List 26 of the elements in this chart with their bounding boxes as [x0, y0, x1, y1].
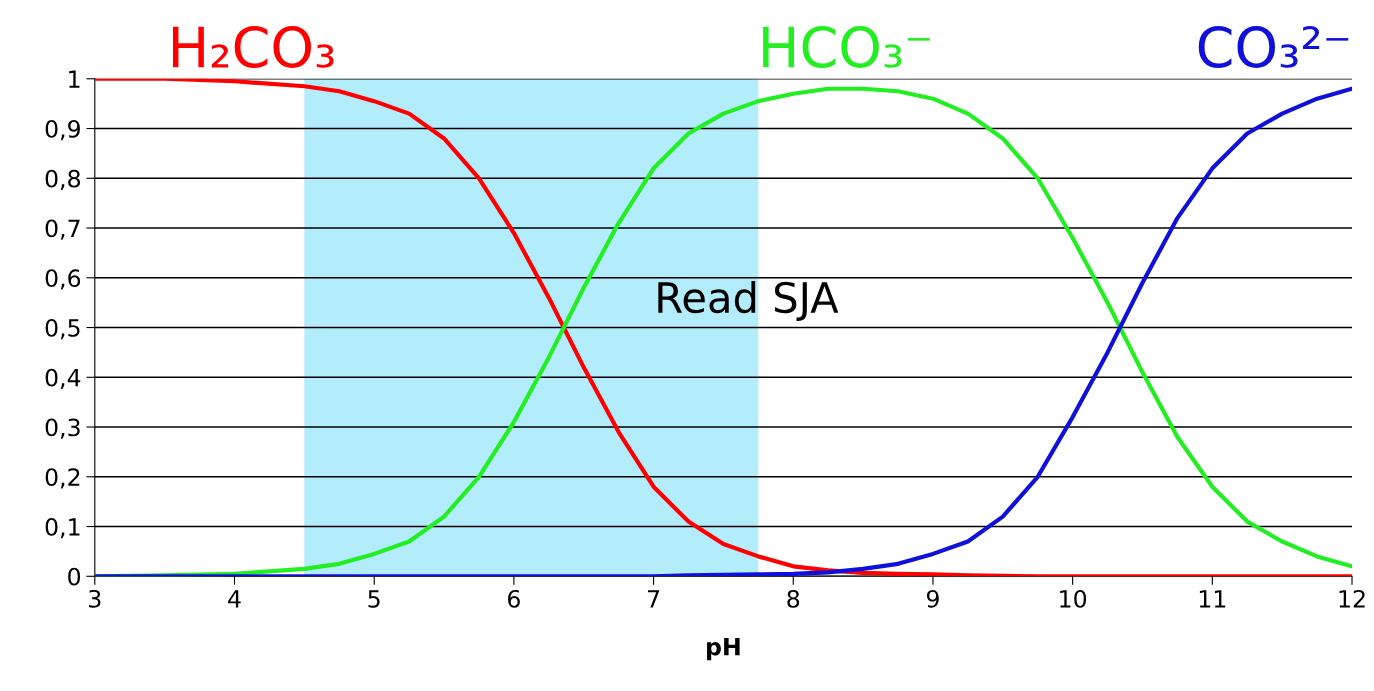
x-tick-label: 12	[1339, 589, 1365, 608]
y-tick-label: 0,6	[45, 269, 81, 290]
y-tick-label: 0,3	[45, 418, 80, 439]
y-tick-label: 0	[68, 567, 81, 586]
y-tick-label: 0,5	[45, 318, 80, 340]
y-tick-label: 0,8	[45, 169, 80, 190]
series-label: H₂CO₃	[172, 25, 334, 69]
y-tick-label: 0,4	[45, 368, 81, 389]
y-tick-label: 0,9	[45, 119, 80, 141]
y-tick-label: 1	[69, 70, 80, 88]
series-label: HCO₃⁻	[763, 25, 930, 69]
x-axis-title: pH	[707, 638, 740, 661]
annotation: Read SJA	[658, 281, 839, 321]
x-tick-label: 6	[508, 589, 520, 608]
x-tick-label: 7	[647, 590, 660, 608]
x-tick-label: 3	[89, 589, 101, 608]
x-tick-label: 8	[787, 589, 800, 608]
x-tick-label: 4	[228, 590, 241, 608]
y-tick-label: 0,2	[45, 468, 80, 489]
x-tick-label: 5	[368, 590, 380, 608]
y-tick-label: 0,7	[45, 219, 80, 240]
series-label: CO₃²⁻	[1198, 25, 1349, 69]
x-tick-label: 10	[1060, 589, 1087, 608]
x-tick-label: 9	[926, 589, 939, 608]
y-tick-label: 0,1	[45, 517, 80, 539]
x-tick-label: 11	[1199, 590, 1226, 608]
